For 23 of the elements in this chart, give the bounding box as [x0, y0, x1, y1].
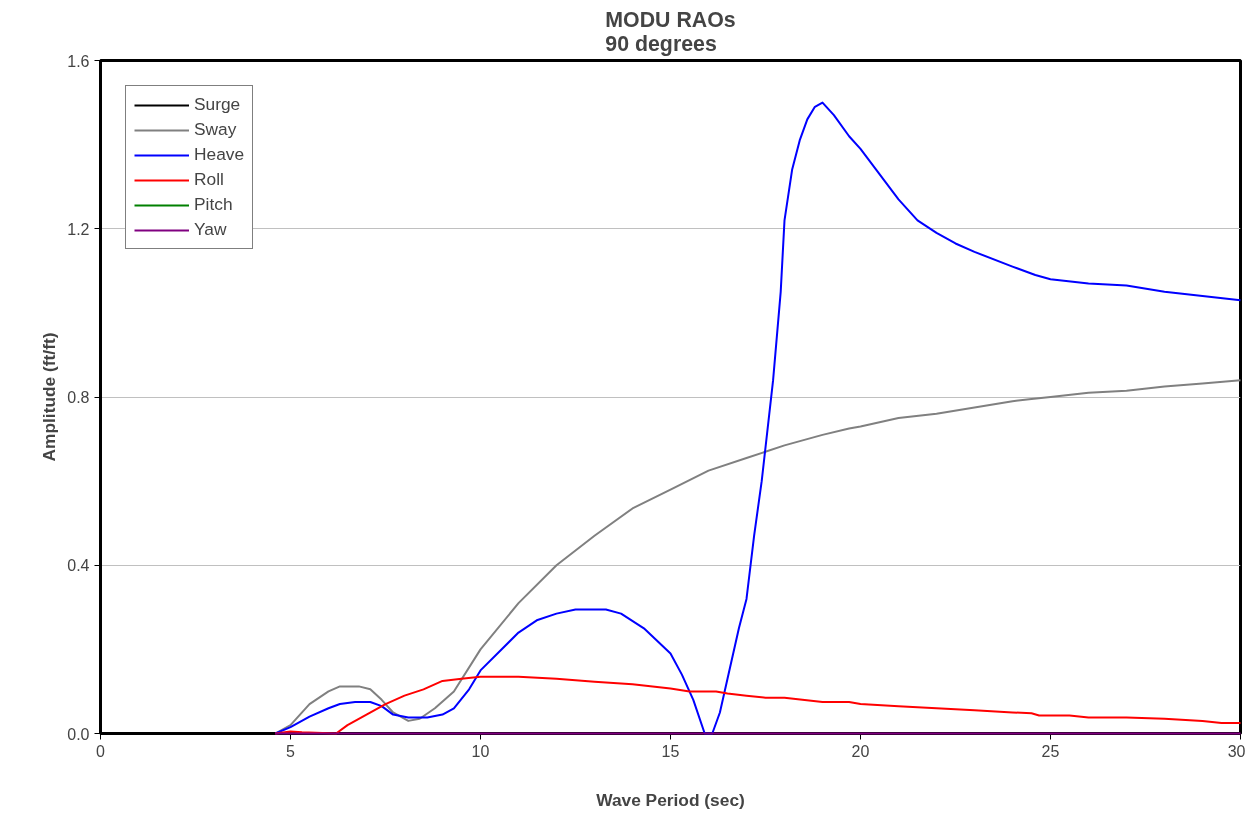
- y-tick-label: 0.4: [67, 557, 90, 575]
- x-tick-label: 20: [851, 742, 870, 760]
- x-tick-label: 10: [471, 742, 490, 760]
- y-tick-label: 0.0: [67, 725, 90, 743]
- legend-label: Yaw: [194, 219, 227, 240]
- legend-label: Heave: [194, 144, 245, 165]
- legend-label: Sway: [194, 119, 237, 140]
- line-series: [274, 675, 1242, 735]
- x-tick-label: 25: [1041, 742, 1060, 760]
- y-tick-label: 1.2: [67, 220, 90, 238]
- chart-title: MODU RAOs 90 degrees: [605, 7, 736, 56]
- x-tick-label: 15: [661, 742, 680, 760]
- legend-label: Roll: [194, 169, 224, 190]
- y-axis-title: Amplitude (ft/ft): [39, 332, 60, 462]
- legend-label: Surge: [194, 94, 241, 115]
- x-axis-title: Wave Period (sec): [596, 789, 745, 810]
- x-tick-label: 0: [96, 742, 106, 760]
- y-tick-label: 1.6: [67, 52, 90, 70]
- legend-label: Pitch: [194, 194, 233, 215]
- y-tick-label: 0.8: [67, 389, 90, 406]
- x-tick-label: 30: [1227, 742, 1246, 760]
- line-series: [274, 101, 1242, 735]
- x-tick-label: 5: [286, 742, 296, 760]
